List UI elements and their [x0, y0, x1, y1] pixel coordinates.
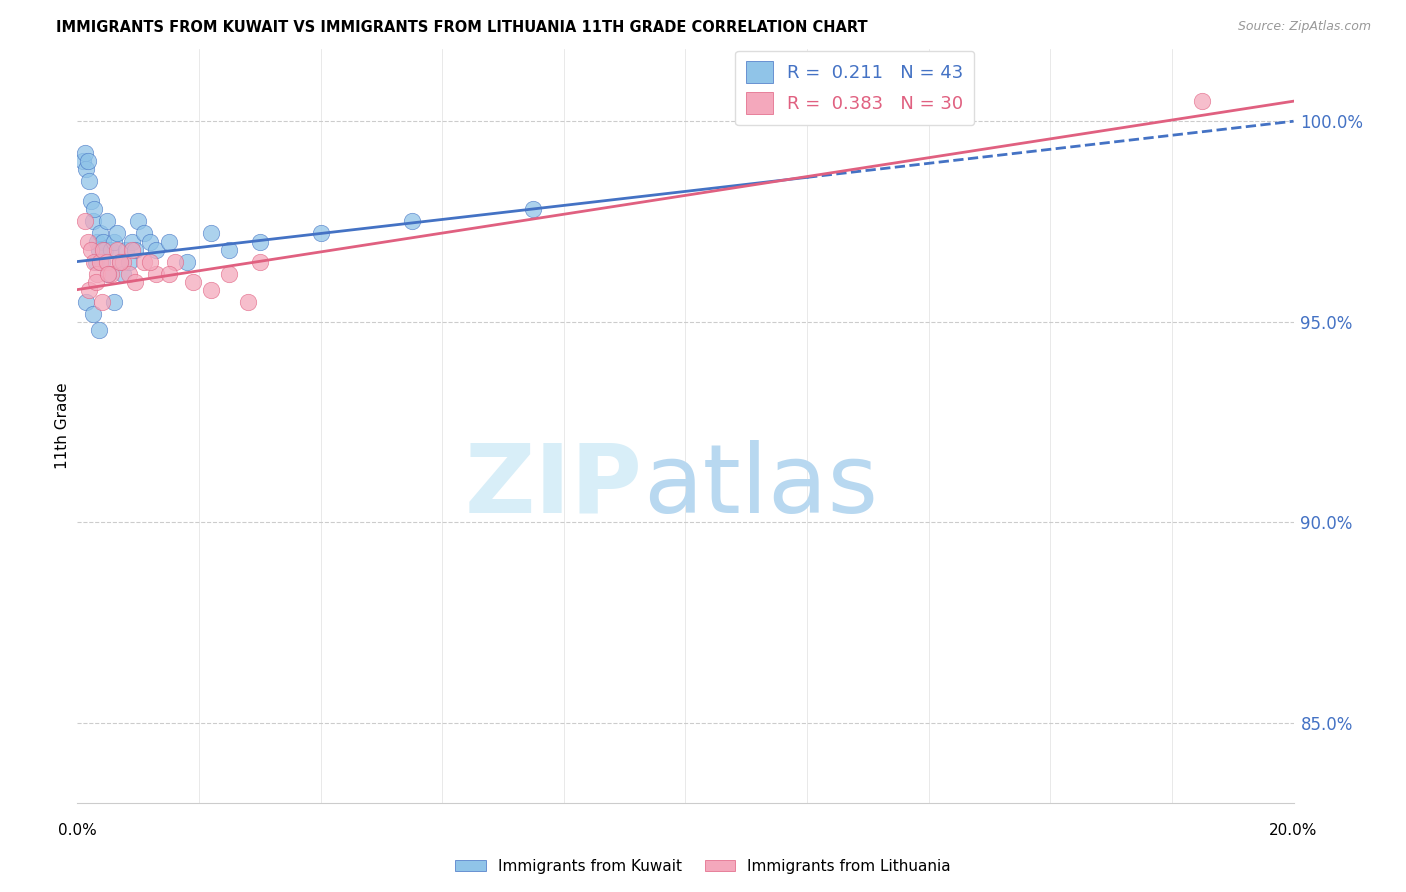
Point	[105, 227, 128, 241]
Legend: Immigrants from Kuwait, Immigrants from Lithuania: Immigrants from Kuwait, Immigrants from …	[449, 853, 957, 880]
Point	[79, 283, 101, 297]
Point	[309, 227, 332, 241]
Point	[91, 235, 114, 249]
Point	[72, 154, 94, 169]
Point	[75, 162, 97, 177]
Point	[118, 267, 141, 281]
Point	[134, 254, 156, 268]
Point	[75, 294, 97, 309]
Point	[83, 202, 105, 217]
Point	[97, 267, 120, 281]
Point	[77, 154, 100, 169]
Point	[96, 214, 118, 228]
Point	[218, 267, 240, 281]
Point	[1191, 94, 1213, 108]
Point	[73, 214, 96, 228]
Point	[176, 254, 198, 268]
Text: ZIP: ZIP	[465, 440, 643, 533]
Point	[121, 235, 143, 249]
Point	[218, 243, 240, 257]
Point	[90, 254, 112, 268]
Point	[80, 243, 103, 257]
Point	[91, 243, 114, 257]
Point	[124, 243, 146, 257]
Point	[127, 214, 149, 228]
Point	[249, 235, 271, 249]
Point	[90, 294, 112, 309]
Point	[83, 254, 105, 268]
Point	[181, 275, 204, 289]
Point	[111, 267, 134, 281]
Point	[115, 243, 138, 257]
Point	[200, 283, 222, 297]
Point	[93, 243, 115, 257]
Point	[73, 146, 96, 161]
Point	[105, 243, 128, 257]
Point	[100, 267, 122, 281]
Text: Source: ZipAtlas.com: Source: ZipAtlas.com	[1237, 20, 1371, 33]
Point	[87, 323, 110, 337]
Point	[157, 235, 180, 249]
Point	[200, 227, 222, 241]
Point	[249, 254, 271, 268]
Point	[86, 235, 108, 249]
Text: atlas: atlas	[643, 440, 877, 533]
Point	[80, 194, 103, 209]
Point	[89, 227, 111, 241]
Point	[111, 254, 134, 268]
Point	[236, 294, 259, 309]
Point	[82, 214, 104, 228]
Point	[82, 307, 104, 321]
Point	[84, 275, 107, 289]
Point	[97, 267, 120, 281]
Point	[139, 254, 162, 268]
Point	[124, 275, 146, 289]
Point	[157, 267, 180, 281]
Point	[100, 243, 122, 257]
Text: 20.0%: 20.0%	[1270, 822, 1317, 838]
Point	[96, 254, 118, 268]
Point	[89, 254, 111, 268]
Point	[77, 235, 100, 249]
Point	[108, 254, 131, 268]
Point	[79, 174, 101, 188]
Y-axis label: 11th Grade: 11th Grade	[55, 383, 70, 469]
Point	[134, 227, 156, 241]
Point	[139, 235, 162, 249]
Point	[796, 94, 818, 108]
Point	[401, 214, 423, 228]
Point	[84, 254, 107, 268]
Point	[145, 267, 167, 281]
Point	[86, 267, 108, 281]
Text: IMMIGRANTS FROM KUWAIT VS IMMIGRANTS FROM LITHUANIA 11TH GRADE CORRELATION CHART: IMMIGRANTS FROM KUWAIT VS IMMIGRANTS FRO…	[56, 20, 868, 35]
Point	[103, 294, 125, 309]
Point	[118, 254, 141, 268]
Text: 0.0%: 0.0%	[58, 822, 97, 838]
Point	[145, 243, 167, 257]
Point	[108, 254, 131, 268]
Point	[87, 243, 110, 257]
Point	[163, 254, 186, 268]
Point	[121, 243, 143, 257]
Legend: R =  0.211   N = 43, R =  0.383   N = 30: R = 0.211 N = 43, R = 0.383 N = 30	[735, 51, 974, 125]
Point	[103, 235, 125, 249]
Point	[522, 202, 544, 217]
